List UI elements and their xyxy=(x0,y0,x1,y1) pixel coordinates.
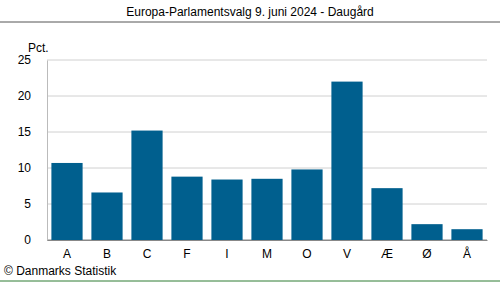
y-tick-label: 0 xyxy=(24,233,31,247)
grid-line xyxy=(47,96,487,97)
bar xyxy=(171,177,202,240)
x-tick: C xyxy=(143,240,152,261)
bar xyxy=(411,224,442,240)
x-tick: M xyxy=(262,240,272,261)
x-tick-label: C xyxy=(143,247,152,261)
x-tick-label: B xyxy=(103,247,111,261)
y-tick: 0 xyxy=(24,233,47,247)
y-tick-label: 10 xyxy=(18,161,32,175)
x-tick-label: M xyxy=(262,247,272,261)
x-tick: Ø xyxy=(422,240,431,261)
bar xyxy=(131,131,162,240)
x-tick-label: I xyxy=(225,247,228,261)
annotation: © Danmarks Statistik xyxy=(4,264,117,278)
bar xyxy=(291,169,322,240)
x-tick: I xyxy=(225,240,228,261)
grid xyxy=(47,60,487,240)
header-rule xyxy=(0,22,500,23)
x-axis-line xyxy=(48,240,488,241)
x-tick: O xyxy=(302,240,311,261)
grid-line xyxy=(47,168,487,169)
x-axis: ABCFIMOVÆØÅ xyxy=(48,240,488,261)
bar xyxy=(211,180,242,240)
bar xyxy=(91,192,122,240)
y-label: Pct. xyxy=(28,41,49,55)
bar xyxy=(451,229,482,240)
y-tick: 5 xyxy=(24,197,47,211)
x-tick-label: Æ xyxy=(381,247,393,261)
x-tick: B xyxy=(103,240,111,261)
x-tick-label: Å xyxy=(463,246,471,261)
y-tick: 10 xyxy=(18,161,47,175)
bar xyxy=(51,163,82,240)
x-tick: Å xyxy=(463,240,471,261)
x-tick: Æ xyxy=(381,240,393,261)
y-tick-label: 25 xyxy=(18,53,32,67)
bar xyxy=(331,82,362,240)
plot: 0 5 10 15 20 25 A B C F I M O V Æ Ø Å xyxy=(18,53,488,260)
x-tick-label: O xyxy=(302,247,311,261)
y-tick-label: 15 xyxy=(18,125,32,139)
x-tick: F xyxy=(183,240,190,261)
grid-line xyxy=(47,60,487,61)
x-tick: A xyxy=(63,240,71,261)
x-tick-label: A xyxy=(63,247,71,261)
y-axis-line xyxy=(47,61,48,241)
x-tick: V xyxy=(343,240,351,261)
bars xyxy=(51,82,482,240)
bar xyxy=(251,179,282,240)
chart: Europa-Parlamentsvalg 9. juni 2024 - Dau… xyxy=(0,0,500,282)
y-tick-label: 20 xyxy=(18,89,32,103)
x-tick-label: F xyxy=(183,247,190,261)
y-tick: 15 xyxy=(18,125,47,139)
x-tick-label: V xyxy=(343,247,351,261)
grid-line xyxy=(47,132,487,133)
title: Europa-Parlamentsvalg 9. juni 2024 - Dau… xyxy=(126,5,373,19)
y-axis: 0 5 10 15 20 25 xyxy=(18,53,48,247)
y-tick-label: 5 xyxy=(24,197,31,211)
bar xyxy=(371,188,402,240)
footer-rule xyxy=(0,281,500,282)
y-tick: 20 xyxy=(18,89,47,103)
y-tick: 25 xyxy=(18,53,47,67)
x-tick-label: Ø xyxy=(422,247,431,261)
